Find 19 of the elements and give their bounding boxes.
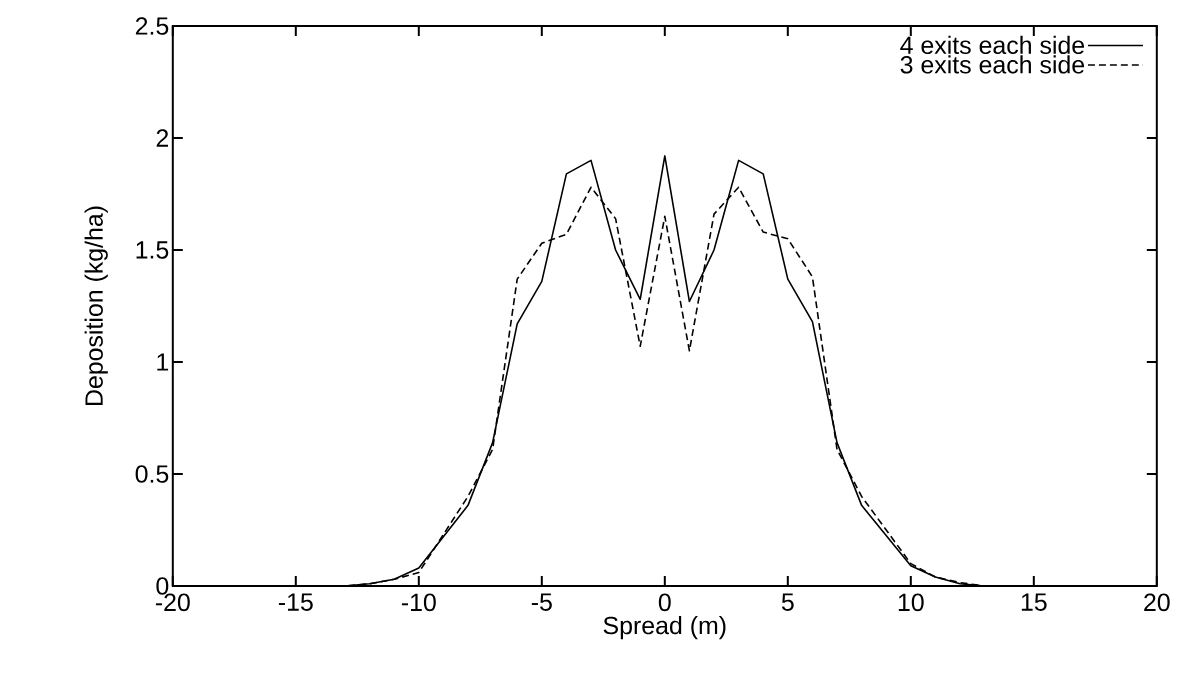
y-tick-label: 0.5 [135, 465, 169, 483]
x-tick-label: 15 [1021, 593, 1047, 611]
x-tick-label: 5 [781, 593, 794, 611]
x-tick-label: -15 [278, 593, 313, 611]
legend-label: 3 exits each side [900, 55, 1085, 74]
x-tick-label: 10 [898, 593, 924, 612]
x-tick-label: -5 [531, 593, 552, 611]
y-tick-label: 1.5 [136, 241, 169, 259]
x-axis-title: Spread (m) [603, 615, 726, 640]
y-axis-title: Deposition (kg/ha) [84, 206, 108, 406]
legend-label: 4 exits each side [900, 35, 1085, 55]
x-tick-label: -10 [401, 593, 436, 612]
y-tick-label: 1 [157, 353, 169, 371]
y-tick-label: 0 [156, 577, 169, 595]
y-tick-label: 2.5 [135, 17, 169, 35]
x-tick-label: 0 [658, 593, 671, 612]
x-tick-label: 20 [1144, 593, 1170, 612]
y-tick-label: 2 [156, 129, 169, 147]
x-tick-label: -20 [155, 593, 190, 612]
